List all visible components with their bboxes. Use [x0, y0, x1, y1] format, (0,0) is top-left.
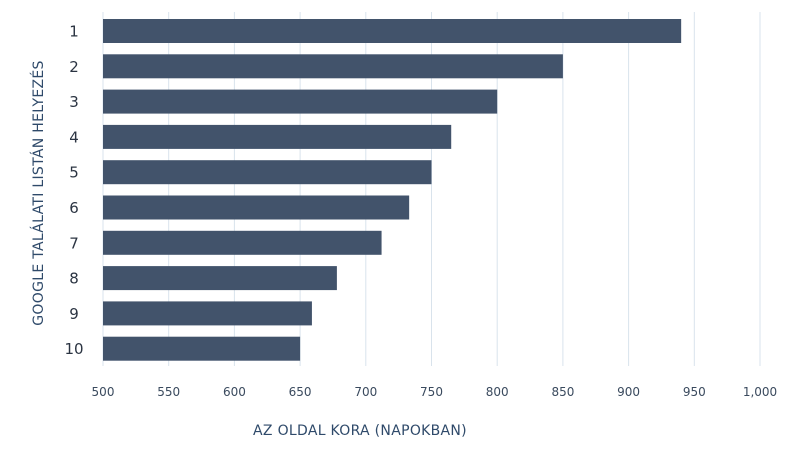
bar — [103, 160, 432, 185]
x-tick-label: 750 — [420, 385, 443, 399]
x-tick-label: 550 — [157, 385, 180, 399]
x-tick-label: 800 — [486, 385, 509, 399]
bar — [103, 336, 301, 361]
category-label: 3 — [69, 93, 79, 111]
x-tick-label: 600 — [223, 385, 246, 399]
x-tick-label: 1,000 — [743, 385, 777, 399]
bar — [103, 230, 382, 255]
x-tick-label: 500 — [92, 385, 115, 399]
x-tick-label: 700 — [354, 385, 377, 399]
category-labels: 1 2 3 4 5 6 7 8 9 10 — [64, 23, 83, 359]
x-tick-label: 900 — [617, 385, 640, 399]
y-axis-title: GOOGLE TALÁLATI LISTÁN HELYEZÉS — [30, 60, 47, 325]
category-label: 2 — [69, 58, 79, 76]
category-label: 9 — [69, 305, 79, 323]
bar — [103, 195, 410, 220]
bar — [103, 54, 563, 79]
category-label: 10 — [64, 340, 83, 358]
category-label: 1 — [69, 23, 79, 41]
bars — [103, 19, 682, 361]
category-label: 4 — [69, 128, 79, 146]
x-tick-label: 950 — [683, 385, 706, 399]
bar — [103, 89, 498, 114]
category-label: 6 — [69, 199, 79, 217]
category-label: 7 — [69, 234, 79, 252]
x-tick-label: 650 — [289, 385, 312, 399]
bar — [103, 266, 337, 291]
bar — [103, 19, 682, 43]
x-axis-title: AZ OLDAL KORA (NAPOKBAN) — [253, 423, 467, 439]
bar — [103, 124, 452, 149]
x-tick-label: 850 — [551, 385, 574, 399]
category-label: 8 — [69, 270, 79, 288]
x-tick-labels: 500 550 600 650 700 750 800 850 900 950 1,000 — [92, 385, 778, 399]
bar — [103, 301, 312, 326]
category-label: 5 — [69, 164, 79, 182]
